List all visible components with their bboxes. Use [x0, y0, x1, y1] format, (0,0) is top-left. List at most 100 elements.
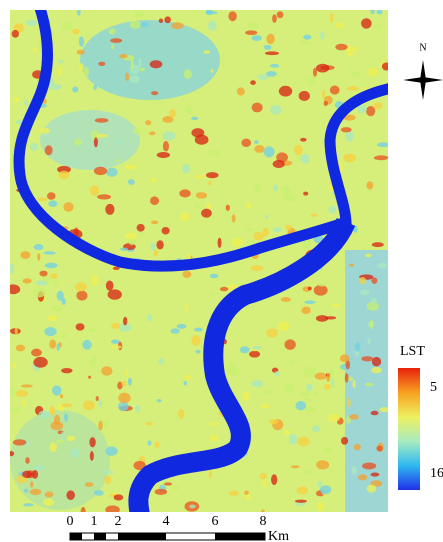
texture-spot — [47, 192, 56, 200]
texture-spot — [304, 367, 315, 378]
texture-spot — [297, 486, 308, 494]
texture-spot — [304, 398, 311, 403]
texture-spot — [148, 440, 152, 445]
texture-spot — [284, 384, 294, 393]
texture-spot — [191, 335, 200, 346]
texture-spot — [206, 172, 219, 178]
texture-spot — [184, 69, 192, 79]
texture-spot — [57, 343, 60, 351]
texture-spot — [341, 437, 348, 445]
texture-spot — [194, 328, 203, 332]
texture-spot — [300, 138, 306, 142]
scale-segment — [118, 533, 166, 540]
texture-spot — [84, 67, 89, 77]
texture-spot — [345, 131, 354, 142]
texture-spot — [210, 422, 218, 426]
texture-spot — [155, 489, 168, 495]
texture-spot — [273, 185, 278, 192]
texture-spot — [61, 368, 72, 373]
texture-spot — [323, 446, 333, 453]
texture-spot — [123, 317, 127, 326]
texture-spot — [195, 135, 209, 145]
texture-spot — [301, 154, 310, 164]
texture-spot — [34, 244, 44, 250]
texture-spot — [191, 117, 199, 120]
texture-spot — [275, 371, 280, 377]
texture-spot — [227, 367, 240, 376]
texture-spot — [352, 72, 361, 77]
texture-spot — [273, 227, 282, 232]
texture-spot — [272, 14, 277, 23]
texture-spot — [266, 71, 277, 77]
texture-spot — [250, 265, 263, 271]
texture-spot — [243, 391, 250, 400]
texture-spot — [361, 356, 373, 361]
texture-spot — [313, 321, 316, 326]
texture-spot — [111, 323, 120, 329]
texture-spot — [158, 358, 164, 364]
texture-spot — [49, 406, 55, 416]
texture-spot — [76, 291, 87, 301]
texture-spot — [340, 354, 350, 362]
scale-label: 4 — [163, 514, 170, 529]
texture-spot — [159, 19, 163, 23]
texture-spot — [61, 332, 66, 339]
texture-spot — [23, 278, 32, 283]
texture-spot — [220, 287, 228, 291]
texture-spot — [146, 422, 154, 425]
texture-spot — [114, 494, 124, 500]
texture-spot — [77, 50, 85, 55]
texture-spot — [248, 22, 259, 29]
texture-spot — [74, 139, 82, 146]
texture-spot — [104, 476, 111, 484]
texture-spot — [284, 339, 295, 349]
texture-spot — [279, 86, 292, 97]
texture-spot — [77, 7, 81, 16]
north-arrow: N — [403, 42, 443, 100]
texture-spot — [264, 146, 275, 157]
texture-spot — [320, 485, 331, 494]
texture-spot — [322, 90, 325, 99]
texture-spot — [52, 385, 62, 395]
texture-spot — [109, 28, 116, 34]
texture-spot — [262, 479, 267, 487]
texture-spot — [53, 279, 58, 286]
texture-spot — [58, 171, 69, 180]
texture-spot — [138, 232, 144, 235]
texture-spot — [237, 87, 245, 95]
texture-spot — [295, 502, 306, 505]
texture-spot — [105, 505, 120, 514]
texture-spot — [305, 77, 315, 84]
texture-spot — [203, 50, 210, 54]
texture-spot — [316, 64, 329, 73]
texture-spot — [61, 403, 72, 407]
texture-spot — [72, 29, 80, 34]
texture-spot — [90, 275, 98, 286]
texture-spot — [252, 103, 263, 113]
texture-spot — [206, 203, 211, 209]
texture-spot — [88, 328, 96, 333]
texture-spot — [94, 137, 98, 147]
texture-spot — [9, 388, 16, 396]
texture-spot — [308, 287, 312, 291]
texture-spot — [66, 490, 74, 500]
texture-spot — [264, 45, 272, 50]
texture-spot — [317, 502, 324, 511]
texture-spot — [13, 439, 27, 445]
texture-spot — [355, 342, 361, 352]
texture-spot — [39, 271, 47, 277]
texture-spot — [184, 375, 191, 380]
texture-spot — [150, 179, 157, 183]
texture-spot — [265, 215, 268, 219]
texture-spot — [179, 189, 190, 197]
texture-spot — [88, 376, 91, 379]
texture-spot — [150, 242, 155, 251]
cool-zone — [40, 110, 140, 170]
texture-spot — [120, 248, 128, 251]
texture-spot — [370, 320, 374, 329]
texture-spot — [163, 141, 169, 151]
texture-spot — [245, 30, 257, 35]
texture-spot — [352, 380, 355, 388]
map-figure: N LST 5 16 0 1 2 4 6 8 Km — [0, 0, 443, 542]
texture-spot — [135, 405, 140, 413]
